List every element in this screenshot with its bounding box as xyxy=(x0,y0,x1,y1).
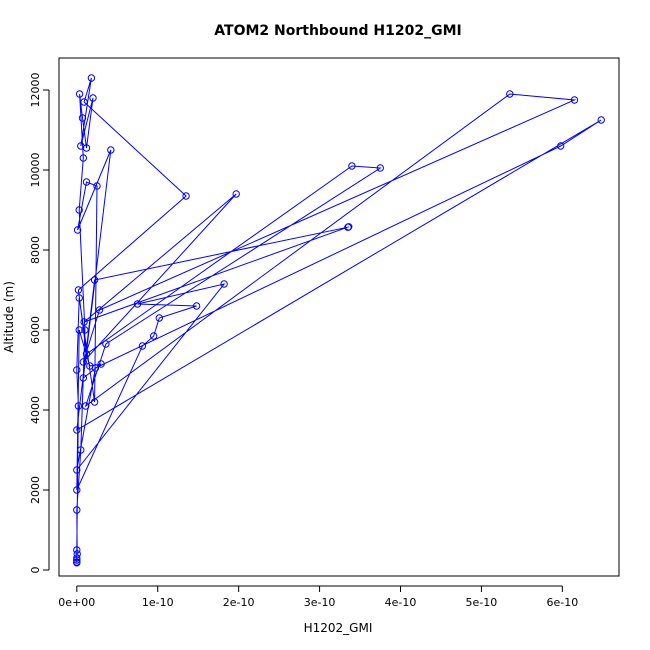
y-tick-label: 2000 xyxy=(29,476,42,504)
data-point xyxy=(73,558,81,566)
data-point xyxy=(93,182,101,190)
series-points xyxy=(73,74,605,567)
x-tick-label: 2e-10 xyxy=(223,596,255,609)
data-point xyxy=(95,306,104,314)
data-point xyxy=(155,314,164,322)
plot-frame xyxy=(58,57,620,577)
data-point xyxy=(348,162,356,170)
data-point xyxy=(82,178,91,186)
data-point xyxy=(80,98,88,106)
x-tick-label: 3e-10 xyxy=(304,596,336,609)
chart-title: ATOM2 Northbound H1202_GMI xyxy=(214,23,461,39)
data-point xyxy=(232,190,240,198)
y-tick-label: 4000 xyxy=(29,396,42,424)
data-point xyxy=(597,116,605,124)
data-point xyxy=(570,96,579,104)
data-point xyxy=(73,506,81,514)
data-point xyxy=(73,466,81,474)
x-tick-label: 4e-10 xyxy=(385,596,417,609)
data-point xyxy=(192,302,201,310)
data-point xyxy=(79,358,88,366)
data-point xyxy=(87,74,96,82)
data-point xyxy=(73,426,81,434)
y-tick-label: 6000 xyxy=(29,316,42,344)
data-point xyxy=(73,366,81,374)
data-point xyxy=(506,90,514,98)
data-point xyxy=(73,546,81,554)
data-point xyxy=(102,340,110,348)
data-point xyxy=(150,332,158,340)
data-point xyxy=(90,398,99,406)
data-point xyxy=(82,350,91,358)
x-tick-label: 6e-10 xyxy=(546,596,578,609)
y-axis: 0 2000 4000 6000 8000 10000 12000 xyxy=(29,73,50,574)
x-axis: 0e+00 1e-10 2e-10 3e-10 4e-10 5e-10 6e-10 xyxy=(58,585,578,609)
data-point xyxy=(89,94,97,102)
data-point xyxy=(107,146,115,154)
data-point xyxy=(73,486,81,494)
y-tick-label: 8000 xyxy=(29,236,42,264)
data-point xyxy=(79,154,88,162)
data-point xyxy=(75,90,84,98)
data-point xyxy=(78,114,87,122)
data-point xyxy=(79,374,88,382)
data-point xyxy=(344,223,352,231)
data-point xyxy=(73,550,81,558)
data-point xyxy=(74,402,83,410)
data-point xyxy=(82,402,90,410)
x-tick-label: 1e-10 xyxy=(142,596,174,609)
data-point xyxy=(86,362,94,370)
data-point xyxy=(557,142,565,150)
data-point xyxy=(376,164,384,172)
series-line xyxy=(76,77,602,563)
y-tick-label: 0 xyxy=(29,567,42,574)
data-point xyxy=(75,326,83,334)
data-point xyxy=(220,280,228,288)
x-tick-label: 0e+00 xyxy=(58,596,95,609)
x-tick-label: 5e-10 xyxy=(466,596,498,609)
data-point xyxy=(182,192,190,200)
y-tick-label: 10000 xyxy=(29,153,42,188)
data-point xyxy=(75,294,83,302)
data-point xyxy=(77,142,85,150)
data-point xyxy=(77,446,85,454)
data-point xyxy=(73,554,81,562)
data-point xyxy=(133,300,142,308)
y-tick-label: 12000 xyxy=(29,73,42,108)
data-point xyxy=(75,206,83,214)
x-axis-label: H1202_GMI xyxy=(304,621,373,635)
data-point xyxy=(74,286,83,294)
data-point xyxy=(81,326,89,334)
data-point xyxy=(138,342,147,350)
data-point xyxy=(90,276,99,284)
data-point xyxy=(73,226,82,234)
data-point xyxy=(97,360,105,368)
y-axis-label: Altitude (m) xyxy=(2,281,16,353)
data-point xyxy=(80,318,88,326)
